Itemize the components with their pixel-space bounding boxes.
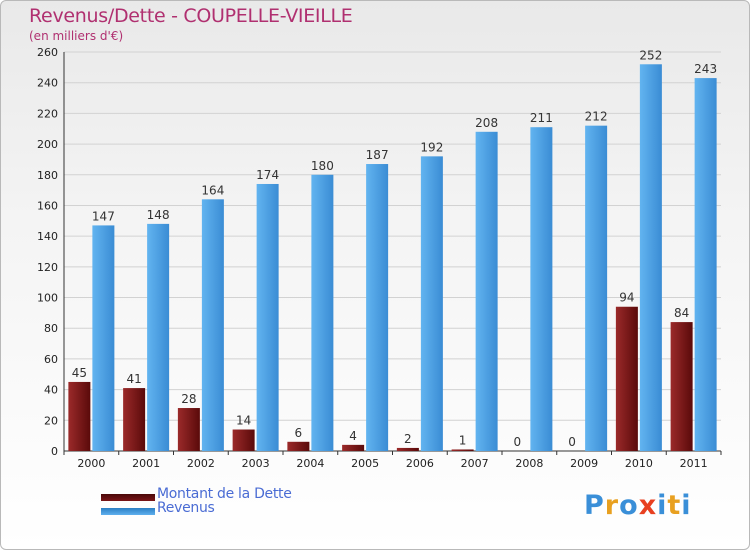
x-tick-label: 2003	[242, 457, 270, 470]
data-label-revenus: 148	[147, 208, 170, 222]
x-tick-label: 2002	[187, 457, 215, 470]
y-tick-label: 260	[37, 46, 58, 59]
y-tick-label: 220	[37, 107, 58, 120]
bar-revenus	[92, 225, 115, 451]
x-tick-label: 2007	[461, 457, 489, 470]
data-label-dette: 14	[236, 414, 251, 428]
data-label-dette: 0	[514, 435, 522, 449]
x-tick-label: 2005	[351, 457, 379, 470]
data-label-dette: 2	[404, 432, 412, 446]
legend-label-dette: Montant de la Dette	[157, 486, 292, 502]
bar-revenus	[585, 125, 608, 452]
data-label-dette: 41	[126, 372, 141, 386]
x-tick-label: 2001	[132, 457, 160, 470]
legend-swatch-revenus	[101, 508, 155, 515]
logo-letter: t	[667, 490, 682, 521]
bar-dette	[670, 322, 693, 451]
logo-letter: i	[657, 490, 668, 521]
data-label-dette: 1	[459, 433, 467, 447]
y-tick-label: 200	[37, 138, 58, 151]
bar-revenus	[530, 127, 553, 451]
bar-revenus	[475, 131, 498, 452]
bar-dette	[177, 408, 200, 451]
bar-dette	[451, 449, 474, 451]
bar-revenus	[311, 174, 334, 451]
data-label-revenus: 208	[475, 116, 498, 130]
logo-letter: i	[681, 490, 692, 521]
bar-revenus	[201, 199, 224, 451]
data-label-revenus: 192	[420, 140, 443, 154]
chart-title: Revenus/Dette - COUPELLE-VIEILLE	[29, 5, 353, 27]
y-tick-label: 20	[44, 414, 58, 427]
data-label-revenus: 174	[256, 168, 279, 182]
y-tick-label: 160	[37, 199, 58, 212]
bar-dette	[342, 444, 365, 451]
data-label-revenus: 147	[92, 209, 115, 223]
data-label-dette: 0	[568, 435, 576, 449]
y-tick-label: 240	[37, 77, 58, 90]
x-tick-label: 2006	[406, 457, 434, 470]
bar-revenus	[366, 164, 389, 451]
x-tick-label: 2000	[77, 457, 105, 470]
data-label-revenus: 164	[201, 183, 224, 197]
y-tick-label: 0	[51, 445, 58, 458]
legend-label-revenus: Revenus	[157, 500, 215, 516]
y-tick-label: 60	[44, 353, 58, 366]
logo-letter: o	[619, 490, 639, 521]
data-label-dette: 28	[181, 392, 196, 406]
x-tick-label: 2009	[570, 457, 598, 470]
y-tick-label: 40	[44, 384, 58, 397]
data-label-revenus: 212	[585, 110, 608, 124]
chart-subtitle: (en milliers d'€)	[29, 29, 124, 43]
x-tick-label: 2011	[680, 457, 708, 470]
y-tick-label: 80	[44, 322, 58, 335]
bar-revenus	[694, 78, 717, 451]
y-tick-label: 140	[37, 230, 58, 243]
bar-dette	[68, 381, 91, 451]
legend-swatch-dette	[101, 494, 155, 501]
bar-revenus	[256, 183, 279, 451]
data-label-dette: 4	[349, 429, 357, 443]
bar-revenus	[639, 64, 662, 452]
y-tick-label: 120	[37, 261, 58, 274]
data-label-dette: 6	[295, 426, 303, 440]
data-label-revenus: 243	[694, 62, 717, 76]
data-label-revenus: 180	[311, 159, 334, 173]
logo-letter: r	[604, 490, 620, 521]
bar-revenus	[420, 156, 443, 451]
bar-chart: 0204060801001201401601802002202402604514…	[37, 46, 722, 470]
data-label-dette: 94	[619, 291, 634, 305]
bar-dette	[232, 429, 255, 451]
logo-letter: P	[584, 490, 605, 521]
data-label-revenus: 187	[366, 148, 389, 162]
y-tick-label: 180	[37, 169, 58, 182]
x-tick-label: 2010	[625, 457, 653, 470]
bar-dette	[287, 441, 310, 451]
bar-dette	[615, 306, 638, 451]
bar-revenus	[147, 223, 170, 451]
data-label-revenus: 252	[639, 48, 662, 62]
x-tick-label: 2004	[296, 457, 324, 470]
data-label-revenus: 211	[530, 111, 553, 125]
x-tick-label: 2008	[515, 457, 543, 470]
logo-letter: x	[638, 490, 658, 521]
bar-dette	[123, 388, 146, 451]
y-tick-label: 100	[37, 292, 58, 305]
data-label-dette: 45	[72, 366, 87, 380]
proxiti-logo: Proxiti	[584, 490, 692, 521]
bar-dette	[396, 447, 419, 451]
data-label-dette: 84	[674, 306, 689, 320]
